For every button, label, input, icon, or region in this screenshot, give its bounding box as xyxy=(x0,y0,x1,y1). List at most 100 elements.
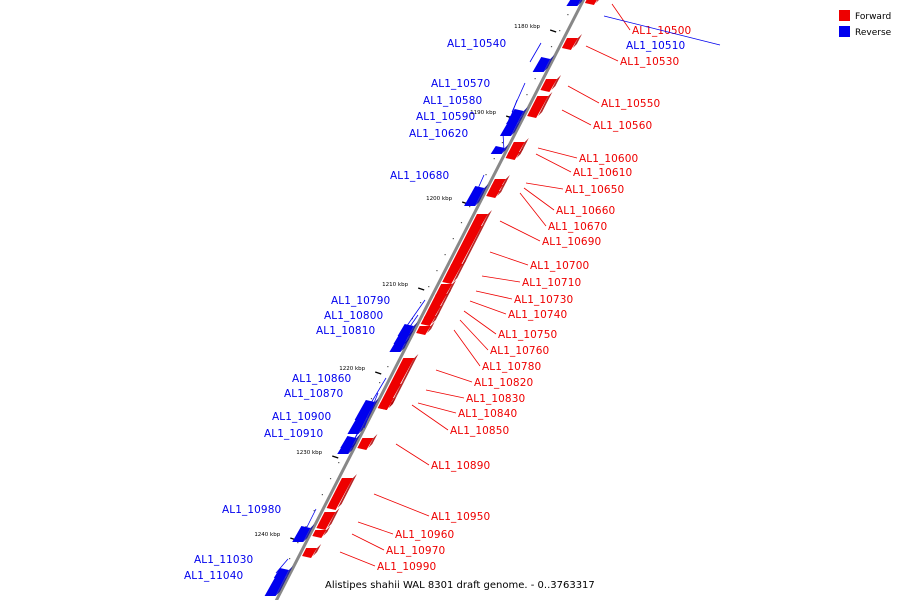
gene-label[interactable]: AL1_10900 xyxy=(272,411,331,423)
gene-label[interactable]: AL1_10780 xyxy=(482,361,541,373)
gene-arrow[interactable] xyxy=(264,576,285,596)
gene-label[interactable]: AL1_10570 xyxy=(431,78,490,90)
gene-label[interactable]: AL1_11040 xyxy=(184,570,243,582)
gene-arrow[interactable] xyxy=(316,512,336,530)
gene-label[interactable]: AL1_10970 xyxy=(386,545,445,557)
gene-feature[interactable]: AL1_10560 xyxy=(527,92,652,132)
gene-label[interactable]: AL1_10790 xyxy=(331,295,390,307)
gene-feature[interactable]: AL1_10970 xyxy=(312,526,445,557)
gene-feature[interactable]: AL1_10910 xyxy=(264,428,359,454)
gene-feature[interactable]: AL1_10950 xyxy=(326,474,491,523)
gene-feature[interactable]: AL1_10820 xyxy=(390,354,533,389)
gene-arrow[interactable] xyxy=(464,186,485,206)
gene-arrow[interactable] xyxy=(486,191,500,198)
gene-label[interactable]: AL1_10540 xyxy=(447,38,506,50)
gene-arrow[interactable] xyxy=(499,122,518,136)
gene-arrow[interactable] xyxy=(490,146,505,154)
gene-arrow[interactable] xyxy=(337,444,353,454)
gene-feature[interactable]: AL1_10710 xyxy=(442,260,581,289)
gene-arrow[interactable] xyxy=(302,548,318,558)
gene-label[interactable]: AL1_10680 xyxy=(390,170,449,182)
gene-feature[interactable]: AL1_10740 xyxy=(429,290,567,321)
gene-feature[interactable]: AL1_10620 xyxy=(409,128,509,154)
gene-label[interactable]: AL1_10530 xyxy=(620,56,679,68)
gene-label[interactable]: AL1_10560 xyxy=(593,120,652,132)
gene-arrow[interactable] xyxy=(505,152,520,160)
gene-feature[interactable]: AL1_10540 xyxy=(447,38,555,72)
gene-label[interactable]: AL1_10670 xyxy=(548,221,607,233)
gene-label[interactable]: AL1_10700 xyxy=(530,260,589,272)
gene-label[interactable]: AL1_10870 xyxy=(284,388,343,400)
gene-arrow[interactable] xyxy=(532,57,551,72)
gene-label[interactable]: AL1_10580 xyxy=(423,95,482,107)
gene-feature[interactable]: AL1_10500 xyxy=(584,0,691,37)
gene-arrow[interactable] xyxy=(420,316,436,326)
gene-label[interactable]: AL1_10710 xyxy=(522,277,581,289)
gene-label[interactable]: AL1_10990 xyxy=(377,561,436,573)
gene-label[interactable]: AL1_10960 xyxy=(395,529,454,541)
gene-label[interactable]: AL1_10830 xyxy=(466,393,525,405)
gene-label[interactable]: AL1_10750 xyxy=(498,329,557,341)
gene-label[interactable]: AL1_10810 xyxy=(316,325,375,337)
gene-feature[interactable]: AL1_10800 xyxy=(324,310,419,344)
gene-arrow[interactable] xyxy=(429,294,448,308)
gene-arrow[interactable] xyxy=(390,358,415,386)
gene-feature[interactable]: AL1_10600 xyxy=(507,138,639,165)
gene-label[interactable]: AL1_10860 xyxy=(292,373,351,385)
gene-label[interactable]: AL1_10550 xyxy=(601,98,660,110)
gene-feature[interactable]: AL1_11040 xyxy=(184,570,289,596)
gene-label[interactable]: AL1_10510 xyxy=(626,40,685,52)
gene-label[interactable]: AL1_10800 xyxy=(324,310,383,322)
gene-arrow[interactable] xyxy=(442,264,463,284)
gene-label[interactable]: AL1_11030 xyxy=(194,554,253,566)
gene-feature[interactable]: AL1_10860 xyxy=(292,373,387,420)
gene-arrow[interactable] xyxy=(540,79,558,92)
gene-arrow[interactable] xyxy=(509,109,524,118)
gene-arrow[interactable] xyxy=(377,402,392,410)
gene-feature[interactable]: AL1_10700 xyxy=(450,222,589,272)
gene-label[interactable]: AL1_10690 xyxy=(542,236,601,248)
gene-feature[interactable]: AL1_10760 xyxy=(420,312,550,357)
gene-arrow[interactable] xyxy=(357,438,374,450)
gene-label[interactable]: AL1_10650 xyxy=(565,184,624,196)
gene-feature[interactable]: AL1_10510 xyxy=(566,0,721,52)
gene-feature[interactable]: AL1_10830 xyxy=(382,380,525,405)
gene-feature[interactable]: AL1_10670 xyxy=(486,187,607,233)
gene-label[interactable]: AL1_10610 xyxy=(573,167,632,179)
gene-label[interactable]: AL1_10850 xyxy=(450,425,509,437)
gene-arrow[interactable] xyxy=(584,0,600,5)
gene-feature[interactable]: AL1_10850 xyxy=(377,398,510,437)
gene-arrow[interactable] xyxy=(326,478,353,510)
gene-feature[interactable]: AL1_10810 xyxy=(316,325,411,352)
gene-feature[interactable]: AL1_10870 xyxy=(284,388,379,434)
gene-arrow[interactable] xyxy=(506,116,521,124)
gene-feature[interactable]: AL1_10990 xyxy=(302,544,436,573)
gene-label[interactable]: AL1_10760 xyxy=(490,345,549,357)
gene-feature[interactable]: AL1_10550 xyxy=(540,75,660,110)
gene-feature[interactable]: AL1_10530 xyxy=(561,34,679,68)
gene-feature[interactable]: AL1_10960 xyxy=(316,508,454,541)
gene-label[interactable]: AL1_10620 xyxy=(409,128,468,140)
gene-label[interactable]: AL1_10890 xyxy=(431,460,490,472)
gene-feature[interactable]: AL1_10690 xyxy=(470,210,601,248)
gene-label[interactable]: AL1_10980 xyxy=(222,504,281,516)
gene-arrow[interactable] xyxy=(312,530,327,538)
gene-feature[interactable]: AL1_10680 xyxy=(390,170,489,206)
gene-feature[interactable]: AL1_10580 xyxy=(423,95,525,124)
gene-label[interactable]: AL1_10840 xyxy=(458,408,517,420)
gene-feature[interactable]: AL1_10750 xyxy=(423,302,557,341)
gene-arrow[interactable] xyxy=(450,226,482,268)
gene-feature[interactable]: AL1_10570 xyxy=(431,78,528,118)
gene-arrow[interactable] xyxy=(561,38,579,50)
gene-label[interactable]: AL1_10590 xyxy=(416,111,475,123)
gene-label[interactable]: AL1_10660 xyxy=(556,205,615,217)
gene-arrow[interactable] xyxy=(527,96,549,118)
gene-arrow[interactable] xyxy=(566,0,581,6)
gene-label[interactable]: AL1_10820 xyxy=(474,377,533,389)
gene-feature[interactable]: AL1_10590 xyxy=(416,111,522,136)
gene-arrow[interactable] xyxy=(470,214,488,228)
gene-feature[interactable]: AL1_10780 xyxy=(416,322,541,373)
gene-arrow[interactable] xyxy=(382,384,402,400)
gene-feature[interactable]: AL1_10730 xyxy=(435,280,573,306)
gene-label[interactable]: AL1_10910 xyxy=(264,428,323,440)
